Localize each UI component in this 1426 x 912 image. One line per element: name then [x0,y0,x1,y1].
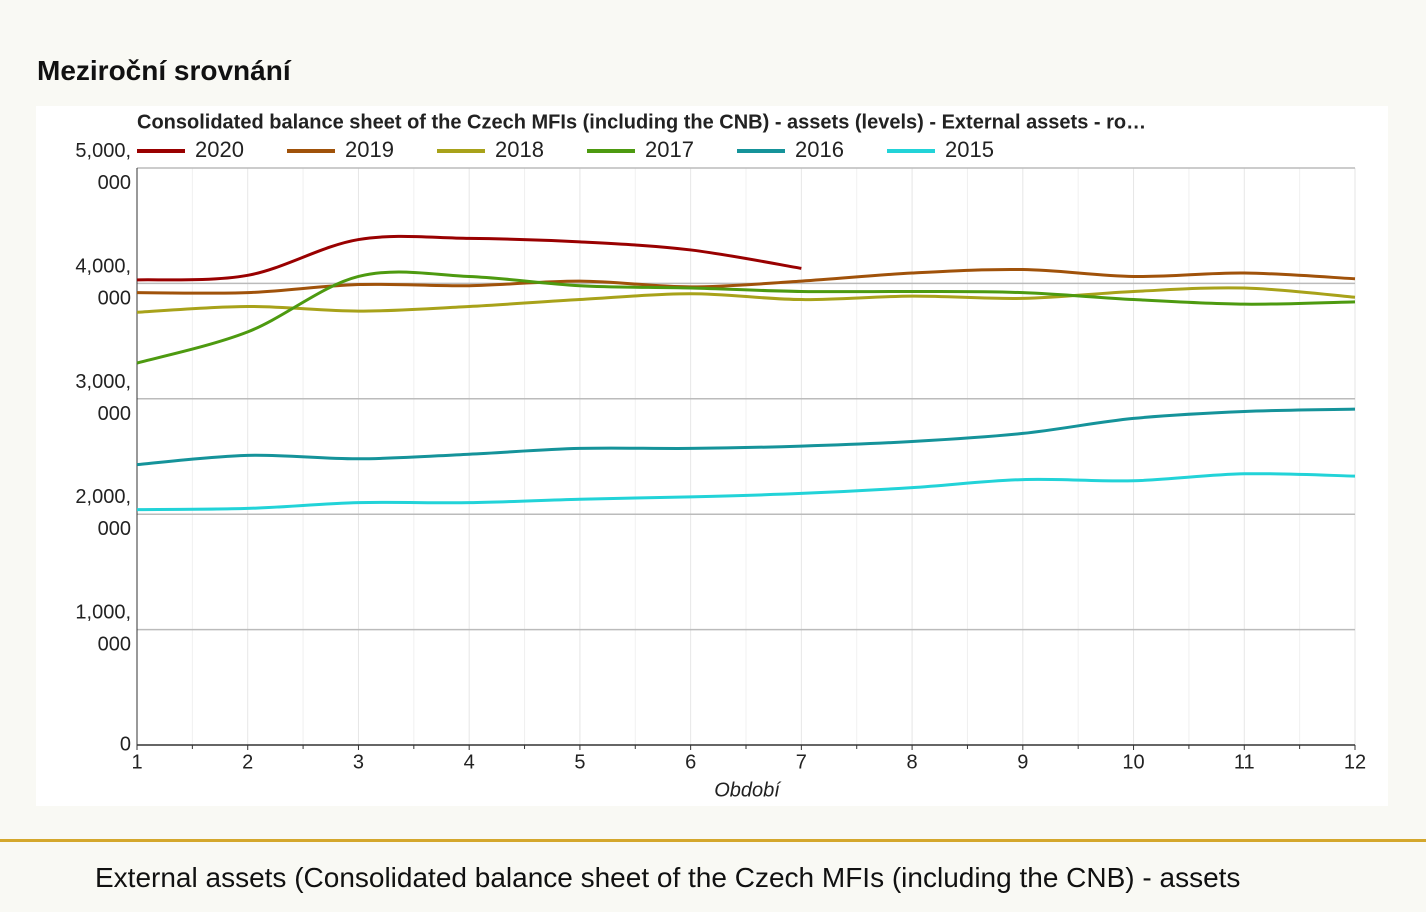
chart: Consolidated balance sheet of the Czech … [75,111,1366,801]
series-line [136,270,1356,365]
y-tick-label-line: 2,000, [75,486,131,508]
y-tick-label: 0 [120,733,131,755]
y-tick-label: 1,000, 000 [75,602,131,656]
y-tick-label: 2,000, 000 [75,486,131,540]
series-line [136,407,1356,467]
y-tick-label: 5,000, 000 [75,140,131,194]
x-tick-label: 10 [1122,751,1144,773]
divider [0,839,1426,842]
y-tick-label-line: 3,000, [75,371,131,393]
y-tick-label-line: 5,000, [75,140,131,162]
y-tick-label-line: 000 [98,518,131,540]
x-axis-label: Období [714,779,782,801]
legend-label: 2019 [345,137,394,162]
series-line [136,267,1356,295]
y-tick-label-line: 000 [98,634,131,656]
y-tick-label-line: 000 [98,288,131,310]
x-tick-label: 8 [907,751,918,773]
series-line [136,472,1356,512]
legend-label: 2016 [795,137,844,162]
legend-label: 2018 [495,137,544,162]
chart-title: Consolidated balance sheet of the Czech … [137,111,1146,133]
x-tick-label: 9 [1017,751,1028,773]
heading: Meziroční srovnání [37,55,291,86]
legend-label: 2017 [645,137,694,162]
caption: External assets (Consolidated balance sh… [95,862,1241,893]
y-tick-label-line: 4,000, [75,256,131,278]
y-tick-label-line: 000 [98,172,131,194]
x-tick-label: 4 [464,751,475,773]
series-line [136,234,802,282]
y-tick-label-line: 000 [98,403,131,425]
series-line [136,286,1356,314]
x-tick-label: 3 [353,751,364,773]
x-tick-label: 2 [242,751,253,773]
x-tick-label: 7 [796,751,807,773]
x-tick-label: 6 [685,751,696,773]
x-tick-label: 11 [1234,751,1255,773]
y-tick-label: 4,000, 000 [75,256,131,310]
y-tick-label: 3,000, 000 [75,371,131,425]
legend-label: 2015 [945,137,994,162]
x-tick-label: 1 [131,751,142,773]
legend-label: 2020 [195,137,244,162]
x-tick-label: 12 [1344,751,1366,773]
x-tick-label: 5 [574,751,585,773]
y-tick-label-line: 1,000, [75,602,131,624]
